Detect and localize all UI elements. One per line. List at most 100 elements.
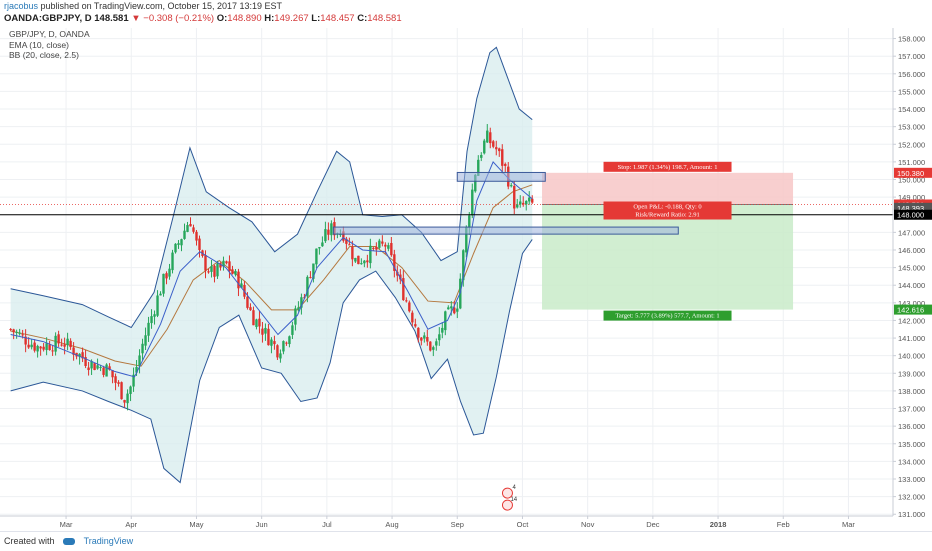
candle-body xyxy=(48,344,51,351)
candle-body xyxy=(273,341,276,345)
candle-body xyxy=(21,334,24,336)
candle-body xyxy=(213,265,216,277)
event-count: 4 xyxy=(512,485,516,491)
candle-body xyxy=(501,149,504,166)
price-label-text: 148.393 xyxy=(897,204,924,213)
candle-body xyxy=(405,300,408,302)
candle-body xyxy=(81,352,84,359)
candle-body xyxy=(342,231,345,241)
candle-body xyxy=(396,271,399,276)
price-tick-label: 149.000 xyxy=(898,193,925,202)
candle-body xyxy=(111,370,114,378)
candle-body xyxy=(270,339,273,346)
price-tick-label: 133.000 xyxy=(898,475,925,484)
target-zone xyxy=(542,204,794,310)
candle-body xyxy=(345,238,348,244)
candle-body xyxy=(60,344,63,346)
candle-body xyxy=(168,268,171,277)
candle-body xyxy=(246,296,249,308)
candle-body xyxy=(198,238,201,251)
published-text: published on TradingView.com, October 15… xyxy=(40,1,283,11)
price-chart[interactable]: Stop: 1.987 (1.34%) 198.7, Amount: 1 Open… xyxy=(0,26,932,531)
price-tick-label: 135.000 xyxy=(898,440,925,449)
candle-body xyxy=(99,367,102,369)
footer: Created with TradingView xyxy=(0,531,932,551)
price-label-bg xyxy=(894,202,932,213)
candle-body xyxy=(39,346,42,349)
candle-body xyxy=(129,386,132,394)
price-label-text: 150.380 xyxy=(897,169,924,178)
candle-body xyxy=(447,307,450,310)
candle-body xyxy=(219,263,222,268)
price-tick-label: 156.000 xyxy=(898,70,925,79)
candle-body xyxy=(255,319,258,327)
bb-upper-line xyxy=(10,46,533,329)
price-tick-label: 155.000 xyxy=(898,87,925,96)
candle-body xyxy=(441,327,444,333)
symbol-label[interactable]: OANDA:GBPJPY, D xyxy=(4,13,92,24)
candle-body xyxy=(426,336,429,342)
time-axis: Mar Apr May Jun Jul Aug Sep Oct Nov Dec 2018 Feb Mar xyxy=(60,516,855,529)
candle-body xyxy=(471,189,474,216)
legend-title: GBP/JPY, D, OANDA xyxy=(9,29,90,39)
time-tick-label: 2018 xyxy=(710,520,727,529)
candle-body xyxy=(519,201,522,205)
price-tick-label: 142.000 xyxy=(898,316,925,325)
target-label: Target: 5.777 (3.89%) 577.7, Amount: 1 xyxy=(603,310,732,321)
candle-body xyxy=(177,243,180,245)
candle-body xyxy=(183,230,186,239)
stop-label-bg xyxy=(603,161,732,172)
price-tick-label: 132.000 xyxy=(898,493,925,502)
pnl-label-bg xyxy=(603,201,732,220)
candle-body xyxy=(204,254,207,271)
candle-body xyxy=(525,200,528,205)
candle-body xyxy=(381,241,384,244)
candle-body xyxy=(144,335,147,346)
tradingview-brand[interactable]: TradingView xyxy=(83,536,134,546)
candle-body xyxy=(474,174,477,192)
candle-body xyxy=(153,314,156,317)
candle-body xyxy=(294,308,297,325)
time-tick-label: Feb xyxy=(777,520,790,529)
candle-body xyxy=(360,263,363,265)
price-tick-label: 153.000 xyxy=(898,123,925,132)
legend-bb[interactable]: BB (20, close, 2.5) xyxy=(9,50,79,60)
candle-body xyxy=(117,382,120,384)
candle-body xyxy=(402,278,405,301)
candle-body xyxy=(174,243,177,253)
candle-body xyxy=(522,202,525,205)
candle-body xyxy=(78,353,81,357)
candle-body xyxy=(318,247,321,249)
candle-body xyxy=(126,393,129,404)
author-link[interactable]: rjacobus xyxy=(4,1,39,11)
candle-body xyxy=(492,141,495,147)
price-tick-label: 147.000 xyxy=(898,228,925,237)
events-markers: 4 14 xyxy=(501,485,518,511)
candle-body xyxy=(375,246,378,250)
candle-body xyxy=(123,400,126,403)
time-tick-label: Jul xyxy=(322,520,332,529)
time-tick-label: May xyxy=(189,520,203,529)
price-tick-label: 131.000 xyxy=(898,510,925,519)
candle-body xyxy=(165,273,168,279)
event-icon xyxy=(501,499,513,511)
open-value: 148.890 xyxy=(227,13,262,24)
time-tick-label: Jun xyxy=(256,520,268,529)
price-tick-label: 151.000 xyxy=(898,158,925,167)
candle-body xyxy=(45,343,48,351)
price-tick-label: 144.000 xyxy=(898,281,925,290)
candle-body xyxy=(261,328,264,335)
candle-body xyxy=(105,364,108,377)
candle-body xyxy=(228,261,231,271)
candles xyxy=(9,124,534,411)
target-label-text: Target: 5.777 (3.89%) 577.7, Amount: 1 xyxy=(615,313,719,320)
price-axis: 131.000 132.000 133.000 134.000 135.000 136.0… xyxy=(893,35,925,519)
candle-body xyxy=(468,215,471,228)
candle-body xyxy=(234,270,237,275)
price-label-bg xyxy=(894,304,932,315)
candle-body xyxy=(66,338,69,346)
event-icon xyxy=(501,487,513,499)
candle-body xyxy=(72,347,75,355)
legend-ema[interactable]: EMA (10, close) xyxy=(9,39,69,50)
candle-body xyxy=(414,324,417,327)
